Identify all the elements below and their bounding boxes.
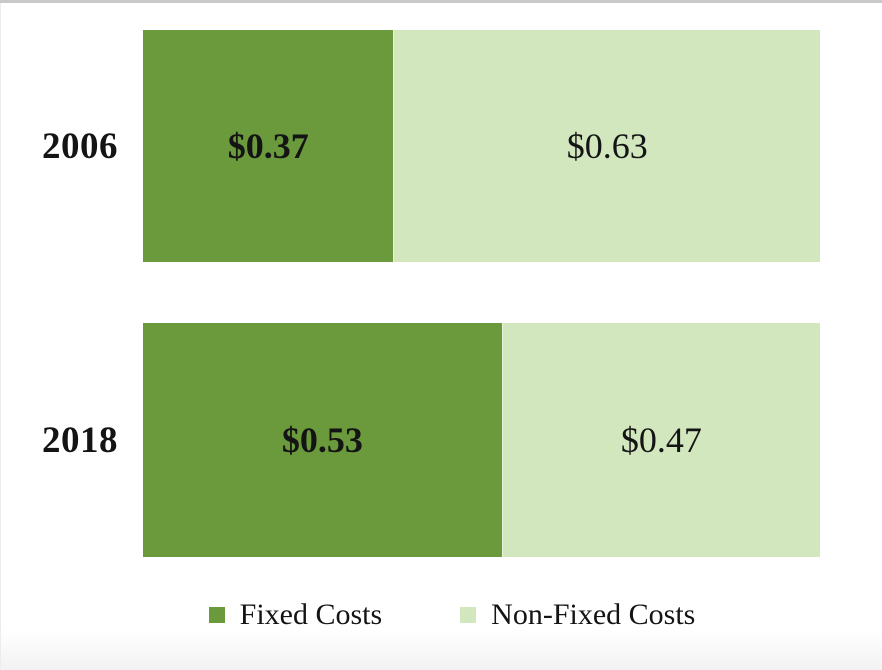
bar-row-2006: 2006 $0.37 $0.63: [0, 30, 882, 262]
window-top-border: [0, 0, 882, 3]
legend-item-non-fixed-costs: Non-Fixed Costs: [460, 598, 695, 632]
bar-segment-nonfixed-2006: $0.63: [393, 30, 820, 262]
value-label-nonfixed-2006: $0.63: [566, 126, 648, 166]
bar-row-2018: 2018 $0.53 $0.47: [0, 323, 882, 557]
category-label-2018: 2018: [42, 419, 118, 461]
category-label-2006: 2006: [42, 125, 118, 167]
legend-item-fixed-costs: Fixed Costs: [208, 598, 383, 632]
legend-label-fixed-costs: Fixed Costs: [239, 598, 383, 631]
bar-2006: $0.37 $0.63: [143, 30, 820, 262]
window-left-border: [0, 3, 1, 670]
bar-segment-fixed-2006: $0.37: [143, 30, 394, 262]
bar-segment-fixed-2018: $0.53: [143, 323, 502, 557]
fixed-costs-swatch-icon: [208, 607, 225, 623]
non-fixed-costs-swatch-icon: [460, 607, 477, 623]
value-label-fixed-2006: $0.37: [227, 126, 309, 166]
bar-2018: $0.53 $0.47: [143, 323, 820, 557]
value-label-nonfixed-2018: $0.47: [620, 420, 702, 460]
value-label-fixed-2018: $0.53: [281, 420, 363, 460]
legend-label-non-fixed-costs: Non-Fixed Costs: [491, 598, 696, 631]
bar-segment-nonfixed-2018: $0.47: [501, 323, 820, 557]
legend: Fixed Costs Non-Fixed Costs: [0, 598, 882, 632]
stacked-bar-chart: 2006 $0.37 $0.63 2018 $0.53 $0.47: [0, 30, 882, 557]
